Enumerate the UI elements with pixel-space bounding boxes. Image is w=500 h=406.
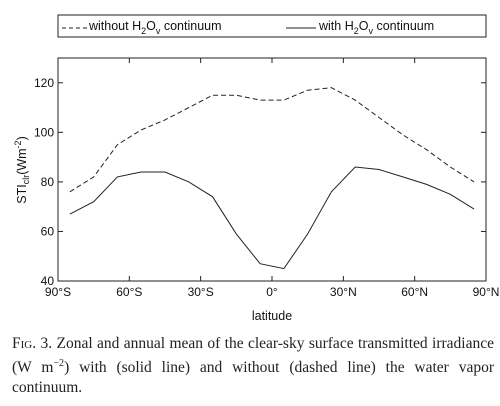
x-axis-label: latitude — [252, 309, 292, 323]
caption-exponent: −2 — [53, 358, 65, 369]
x-tick-label: 0° — [266, 285, 278, 299]
legend-label-without: without H2Ov continuum — [88, 19, 222, 36]
caption-text-1: Zonal and annual mean of the clear-sky s… — [12, 335, 495, 377]
plot-frame — [57, 57, 487, 282]
axis-ticks: 40 60 80 100 120 90°S 60°S 30°S 0° 30°N 60°N 90°N — [34, 58, 499, 299]
y-tick-label: 120 — [34, 76, 54, 90]
series-line-with-continuum — [69, 166, 475, 270]
figure-caption: Fig. 3. Zonal and annual mean of the cle… — [12, 334, 494, 398]
legend: without H2Ov continuum with H2Ov continu… — [57, 14, 487, 38]
x-tick-label: 30°N — [330, 285, 357, 299]
y-tick-label: 100 — [34, 125, 54, 139]
y-tick-label: 80 — [41, 175, 55, 189]
legend-label-with: with H2Ov continuum — [318, 19, 434, 36]
x-tick-label: 60°N — [401, 285, 428, 299]
y-tick-label: 60 — [41, 224, 55, 238]
y-tick-label: 40 — [41, 274, 55, 288]
x-tick-label: 60°S — [116, 285, 142, 299]
x-tick-label: 90°N — [473, 285, 500, 299]
caption-text-2: ) with (solid line) and without (dashed … — [12, 359, 494, 397]
series-line-without-continuum — [69, 87, 475, 193]
caption-label: Fig. 3. — [12, 335, 53, 352]
x-tick-label: 30°S — [188, 285, 214, 299]
legend-box — [57, 14, 487, 38]
y-axis-label: STIclr(Wm-2) — [13, 136, 31, 204]
series-group — [69, 87, 475, 270]
x-tick-label: 90°S — [45, 285, 71, 299]
